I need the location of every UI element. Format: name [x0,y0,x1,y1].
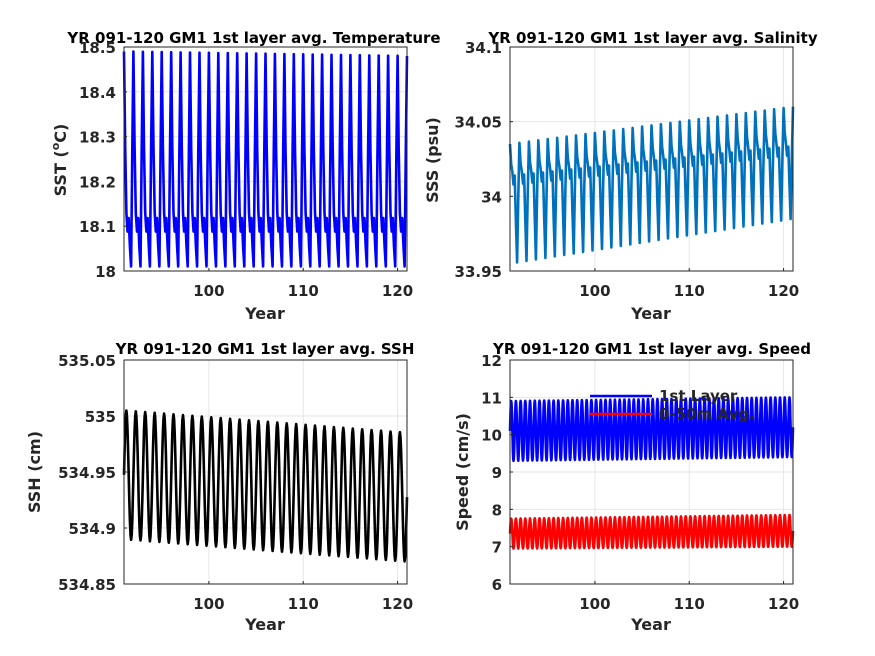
y-tick-label: 34.1 [465,39,502,57]
y-axis-label: SST (oC) [49,124,70,197]
axes-frame [123,46,408,272]
y-tick-label: 534.95 [58,464,116,482]
y-tick-label: 534.85 [58,576,116,594]
y-axis-label: Speed (cm/s) [453,413,472,531]
y-axis-label: SSH (cm) [25,431,44,513]
x-axis-label: Year [244,615,285,634]
y-tick-label: 10 [481,427,502,445]
x-tick-label: 110 [288,595,319,613]
y-tick-label: 535.05 [58,352,116,370]
y-tick-label: 34 [481,188,502,206]
y-tick-label: 7 [492,539,502,557]
y-tick-label: 12 [481,352,502,370]
y-tick-label: 9 [492,464,502,482]
legend: 1st Layer 0-50m Avg. [590,387,755,423]
y-tick-label: 18 [95,263,116,281]
y-tick-label: 33.95 [455,263,502,281]
x-tick-label: 120 [382,595,413,613]
y-tick-label: 18.1 [79,218,116,236]
panel-ssh: YR 091-120 GM1 1st layer avg. SSH 100 110… [25,340,414,634]
x-axis-label: Year [630,304,671,323]
legend-label-0-50m-avg: 0-50m Avg. [659,405,755,423]
x-tick-label: 110 [674,282,705,300]
y-tick-label: 6 [492,576,502,594]
panel-title: YR 091-120 GM1 1st layer avg. SSH [115,340,415,358]
x-tick-label: 110 [288,282,319,300]
axes-speed: 100 110 120 6 7 8 9 10 11 12 [481,352,799,613]
x-tick-label: 120 [768,595,799,613]
y-tick-label: 535 [85,408,116,426]
x-axis-label: Year [244,304,285,323]
axes-temperature: 100 110 120 18 18.1 18.2 18.3 18.4 18.5 [79,39,413,300]
axes-frame [509,46,794,272]
y-tick-label: 18.3 [79,129,116,147]
panel-speed: YR 091-120 GM1 1st layer avg. Speed 100 1… [453,340,811,634]
series-line-1 [508,396,795,463]
axes-salinity: 100 110 120 33.95 34 34.05 34.1 [455,39,800,300]
x-tick-label: 110 [674,595,705,613]
axes-ssh: 100 110 120 534.85 534.9 534.95 535 535.05 [58,352,413,613]
y-tick-label: 11 [481,389,502,407]
series-line-2 [508,513,795,550]
x-axis-label: Year [630,615,671,634]
y-tick-label: 18.2 [79,173,116,191]
panel-title: YR 091-120 GM1 1st layer avg. Temperatur… [66,29,440,47]
x-tick-label: 120 [768,282,799,300]
legend-label-1st-layer: 1st Layer [659,387,738,405]
panel-title: YR 091-120 GM1 1st layer avg. Salinity [487,29,817,47]
x-tick-label: 120 [382,282,413,300]
y-axis-label: SSS (psu) [423,117,442,203]
panel-title: YR 091-120 GM1 1st layer avg. Speed [492,340,811,358]
series-line-1 [508,106,795,264]
x-tick-label: 100 [193,595,224,613]
series-line-1 [122,409,409,563]
y-tick-label: 8 [492,501,502,519]
x-tick-label: 100 [579,595,610,613]
series-line-1 [122,50,409,268]
x-tick-label: 100 [193,282,224,300]
y-tick-label: 534.9 [69,520,116,538]
panel-salinity: YR 091-120 GM1 1st layer avg. Salinity 1… [423,29,818,323]
y-tick-label: 34.05 [455,114,502,132]
y-tick-label: 18.5 [79,39,116,57]
panel-temperature: YR 091-120 GM1 1st layer avg. Temperatur… [49,29,441,323]
x-tick-label: 100 [579,282,610,300]
y-tick-label: 18.4 [79,84,116,102]
